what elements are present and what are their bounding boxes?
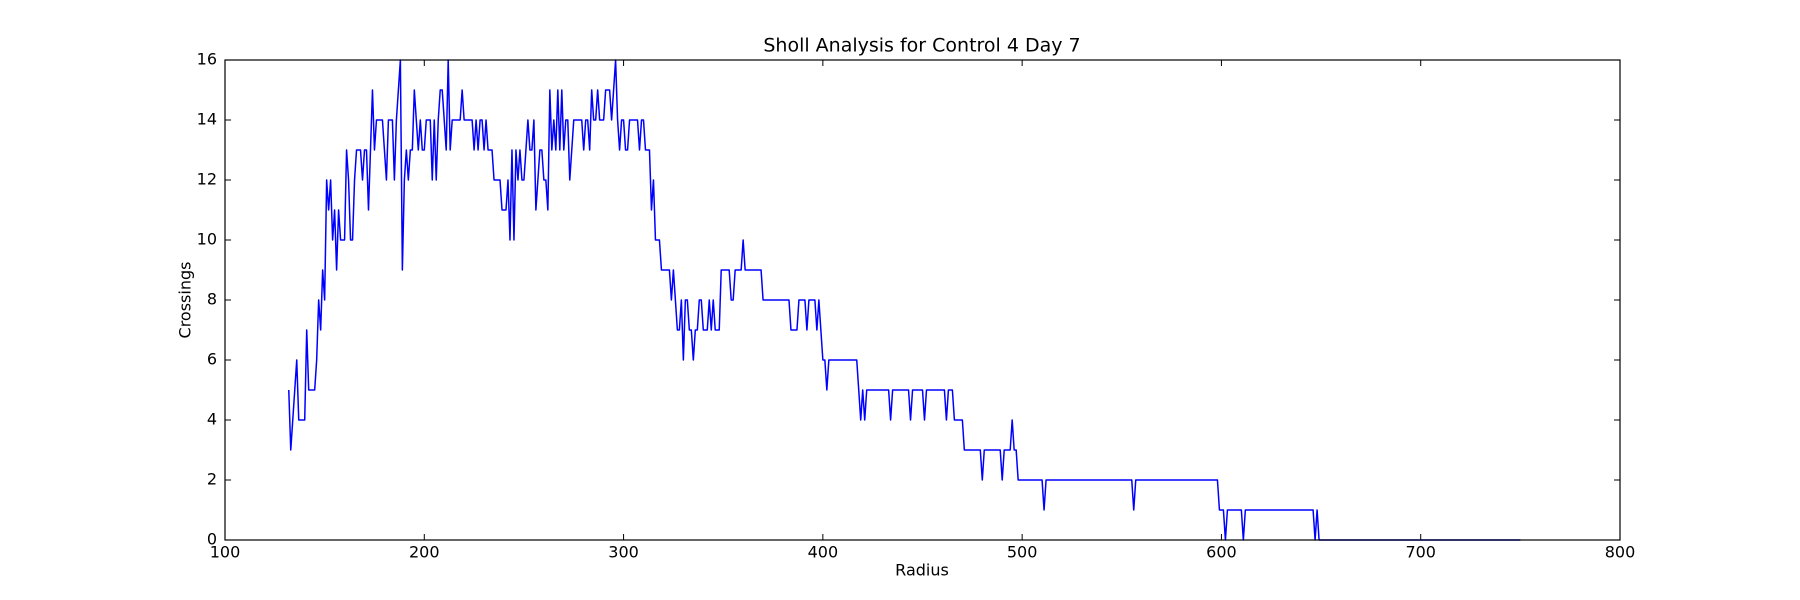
x-tick-label: 200 — [409, 543, 440, 562]
y-tick-label: 8 — [207, 290, 217, 309]
x-tick-label: 700 — [1405, 543, 1436, 562]
x-axis-label: Radius — [895, 561, 949, 580]
plot-frame — [224, 59, 1621, 541]
y-tick-label: 14 — [197, 110, 217, 129]
y-tick-label: 0 — [207, 530, 217, 549]
y-axis-label: Crossings — [176, 262, 195, 339]
y-tick-label: 16 — [197, 50, 217, 69]
chart-title: Sholl Analysis for Control 4 Day 7 — [763, 35, 1080, 57]
x-tick-label: 300 — [608, 543, 639, 562]
y-tick-label: 10 — [197, 230, 217, 249]
x-tick-label: 100 — [210, 543, 241, 562]
x-tick-label: 500 — [1007, 543, 1038, 562]
x-tick-label: 600 — [1206, 543, 1237, 562]
data-line — [288, 59, 1521, 541]
y-tick-label: 6 — [207, 350, 217, 369]
y-tick-label: 4 — [207, 410, 217, 429]
y-tick-label: 12 — [197, 170, 217, 189]
y-tick-label: 2 — [207, 470, 217, 489]
x-tick-label: 800 — [1605, 543, 1636, 562]
x-tick-label: 400 — [808, 543, 839, 562]
